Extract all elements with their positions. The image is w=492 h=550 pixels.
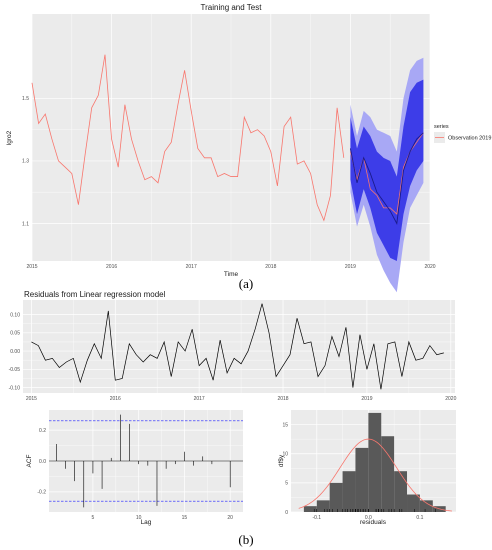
histogram-bar-3 [342,471,356,512]
chart-b-y-tick-label: 0.00 [10,349,20,355]
chart-d-y-axis-label: df$y [278,454,285,467]
chart-c-x-tick-label: 10 [136,515,142,521]
chart-a-prediction-intervals [350,57,424,293]
chart-b-series [31,303,444,390]
chart-a-y-tick-label: 1.5 [22,96,29,102]
chart-c-x-tick-label: 15 [182,515,188,521]
chart-b-y-tick-label: -0.10 [9,385,21,391]
chart-b-x-tick-label: 2020 [445,396,456,402]
acf-chart: -0.2 0.0 0.2 5 10 15 20 Lag ACF [26,410,243,526]
training-test-chart: Training and Test 1.1 1.3 1.5 2015 2016 2017 2… [6,3,491,293]
histogram-bar-2 [329,482,343,512]
chart-c-bars [49,414,243,508]
chart-a-x-tick-label: 2015 [26,264,37,270]
chart-a-legend: series Observation 2019 [434,124,491,143]
histogram-bar-6 [381,436,395,512]
chart-d-y-tick-label: 15 [282,422,288,428]
histogram-bar-7 [394,471,408,512]
chart-a-y-axis-label: lgro2 [6,130,13,145]
chart-c-x-tick-label: 20 [227,515,233,521]
training-series-line [31,54,345,222]
chart-a-x-tick-label: 2016 [106,264,117,270]
density-curve [298,438,452,512]
chart-d-density [298,438,452,512]
chart-a-x-axis-label: Time [224,271,239,278]
chart-a-series [31,54,424,225]
chart-b-x-tick-label: 2016 [110,396,121,402]
chart-a-tick-labels: 1.1 1.3 1.5 2015 2016 2017 2018 2019 2020 [22,96,436,270]
chart-d-rug [313,509,436,512]
chart-c-x-tick-label: 5 [92,515,95,521]
chart-d-tick-labels: 0 5 10 15 -0.1 0.0 0.1 [282,422,423,521]
chart-b-tick-labels: -0.10 -0.05 0.00 0.05 0.10 2015 2016 2017 2018 20… [9,312,457,402]
chart-b-x-tick-label: 2019 [361,396,372,402]
chart-c-y-axis-label: ACF [26,454,33,467]
chart-c-y-tick-label: 0.0 [39,459,46,465]
chart-a-x-tick-label: 2017 [186,264,197,270]
histogram-bar-8 [407,494,420,512]
residuals-line [31,303,444,390]
chart-b-gridlines [23,300,455,393]
chart-b-x-tick-label: 2017 [194,396,205,402]
chart-b-x-tick-label: 2015 [26,396,37,402]
forecast-mean-line [349,132,424,225]
chart-c-x-axis-label: Lag [141,519,152,526]
chart-d-y-tick-label: 10 [282,452,288,458]
residuals-chart: Residuals from Linear regression model -… [9,290,457,402]
chart-b-plot-background [23,300,455,393]
chart-d-bars [303,412,446,512]
histogram-bar-4 [355,447,369,512]
histogram-chart: 0 5 10 15 -0.1 0.0 0.1 residuals df$y [278,410,456,526]
chart-b-y-tick-label: 0.10 [10,312,20,318]
histogram-bar-5 [368,412,382,512]
chart-b-title: Residuals from Linear regression model [24,290,166,299]
chart-a-y-tick-label: 1.1 [22,221,29,227]
histogram-bar-9 [419,500,433,512]
chart-b-x-tick-label: 2018 [277,396,288,402]
histogram-bar-0 [303,506,317,512]
caption-a: (a) [239,276,253,291]
chart-d-x-tick-label: -0.1 [312,515,321,521]
chart-d-x-axis-label: residuals [360,519,387,526]
chart-c-y-tick-label: -0.2 [37,490,46,496]
chart-a-x-tick-label: 2018 [265,264,276,270]
pi-80-band [350,79,424,261]
caption-b: (b) [238,532,253,547]
chart-d-y-tick-label: 5 [285,481,288,487]
chart-a-x-tick-label: 2019 [345,264,356,270]
legend-entry-observation-2019: Observation 2019 [448,136,491,142]
chart-c-y-tick-label: 0.2 [39,428,46,434]
histogram-bar-1 [316,500,330,512]
chart-d-x-tick-label: 0.1 [416,515,423,521]
chart-d-x-tick-label: 0.0 [365,515,372,521]
chart-b-y-tick-label: 0.05 [10,331,20,337]
legend-title: series [434,124,449,130]
chart-b-y-tick-label: -0.05 [9,367,21,373]
chart-c-tick-labels: -0.2 0.0 0.2 5 10 15 20 [37,428,233,521]
chart-a-title: Training and Test [201,3,263,12]
chart-a-x-tick-label: 2020 [424,264,435,270]
chart-a-y-tick-label: 1.3 [22,159,29,165]
chart-d-y-tick-label: 0 [285,510,288,516]
